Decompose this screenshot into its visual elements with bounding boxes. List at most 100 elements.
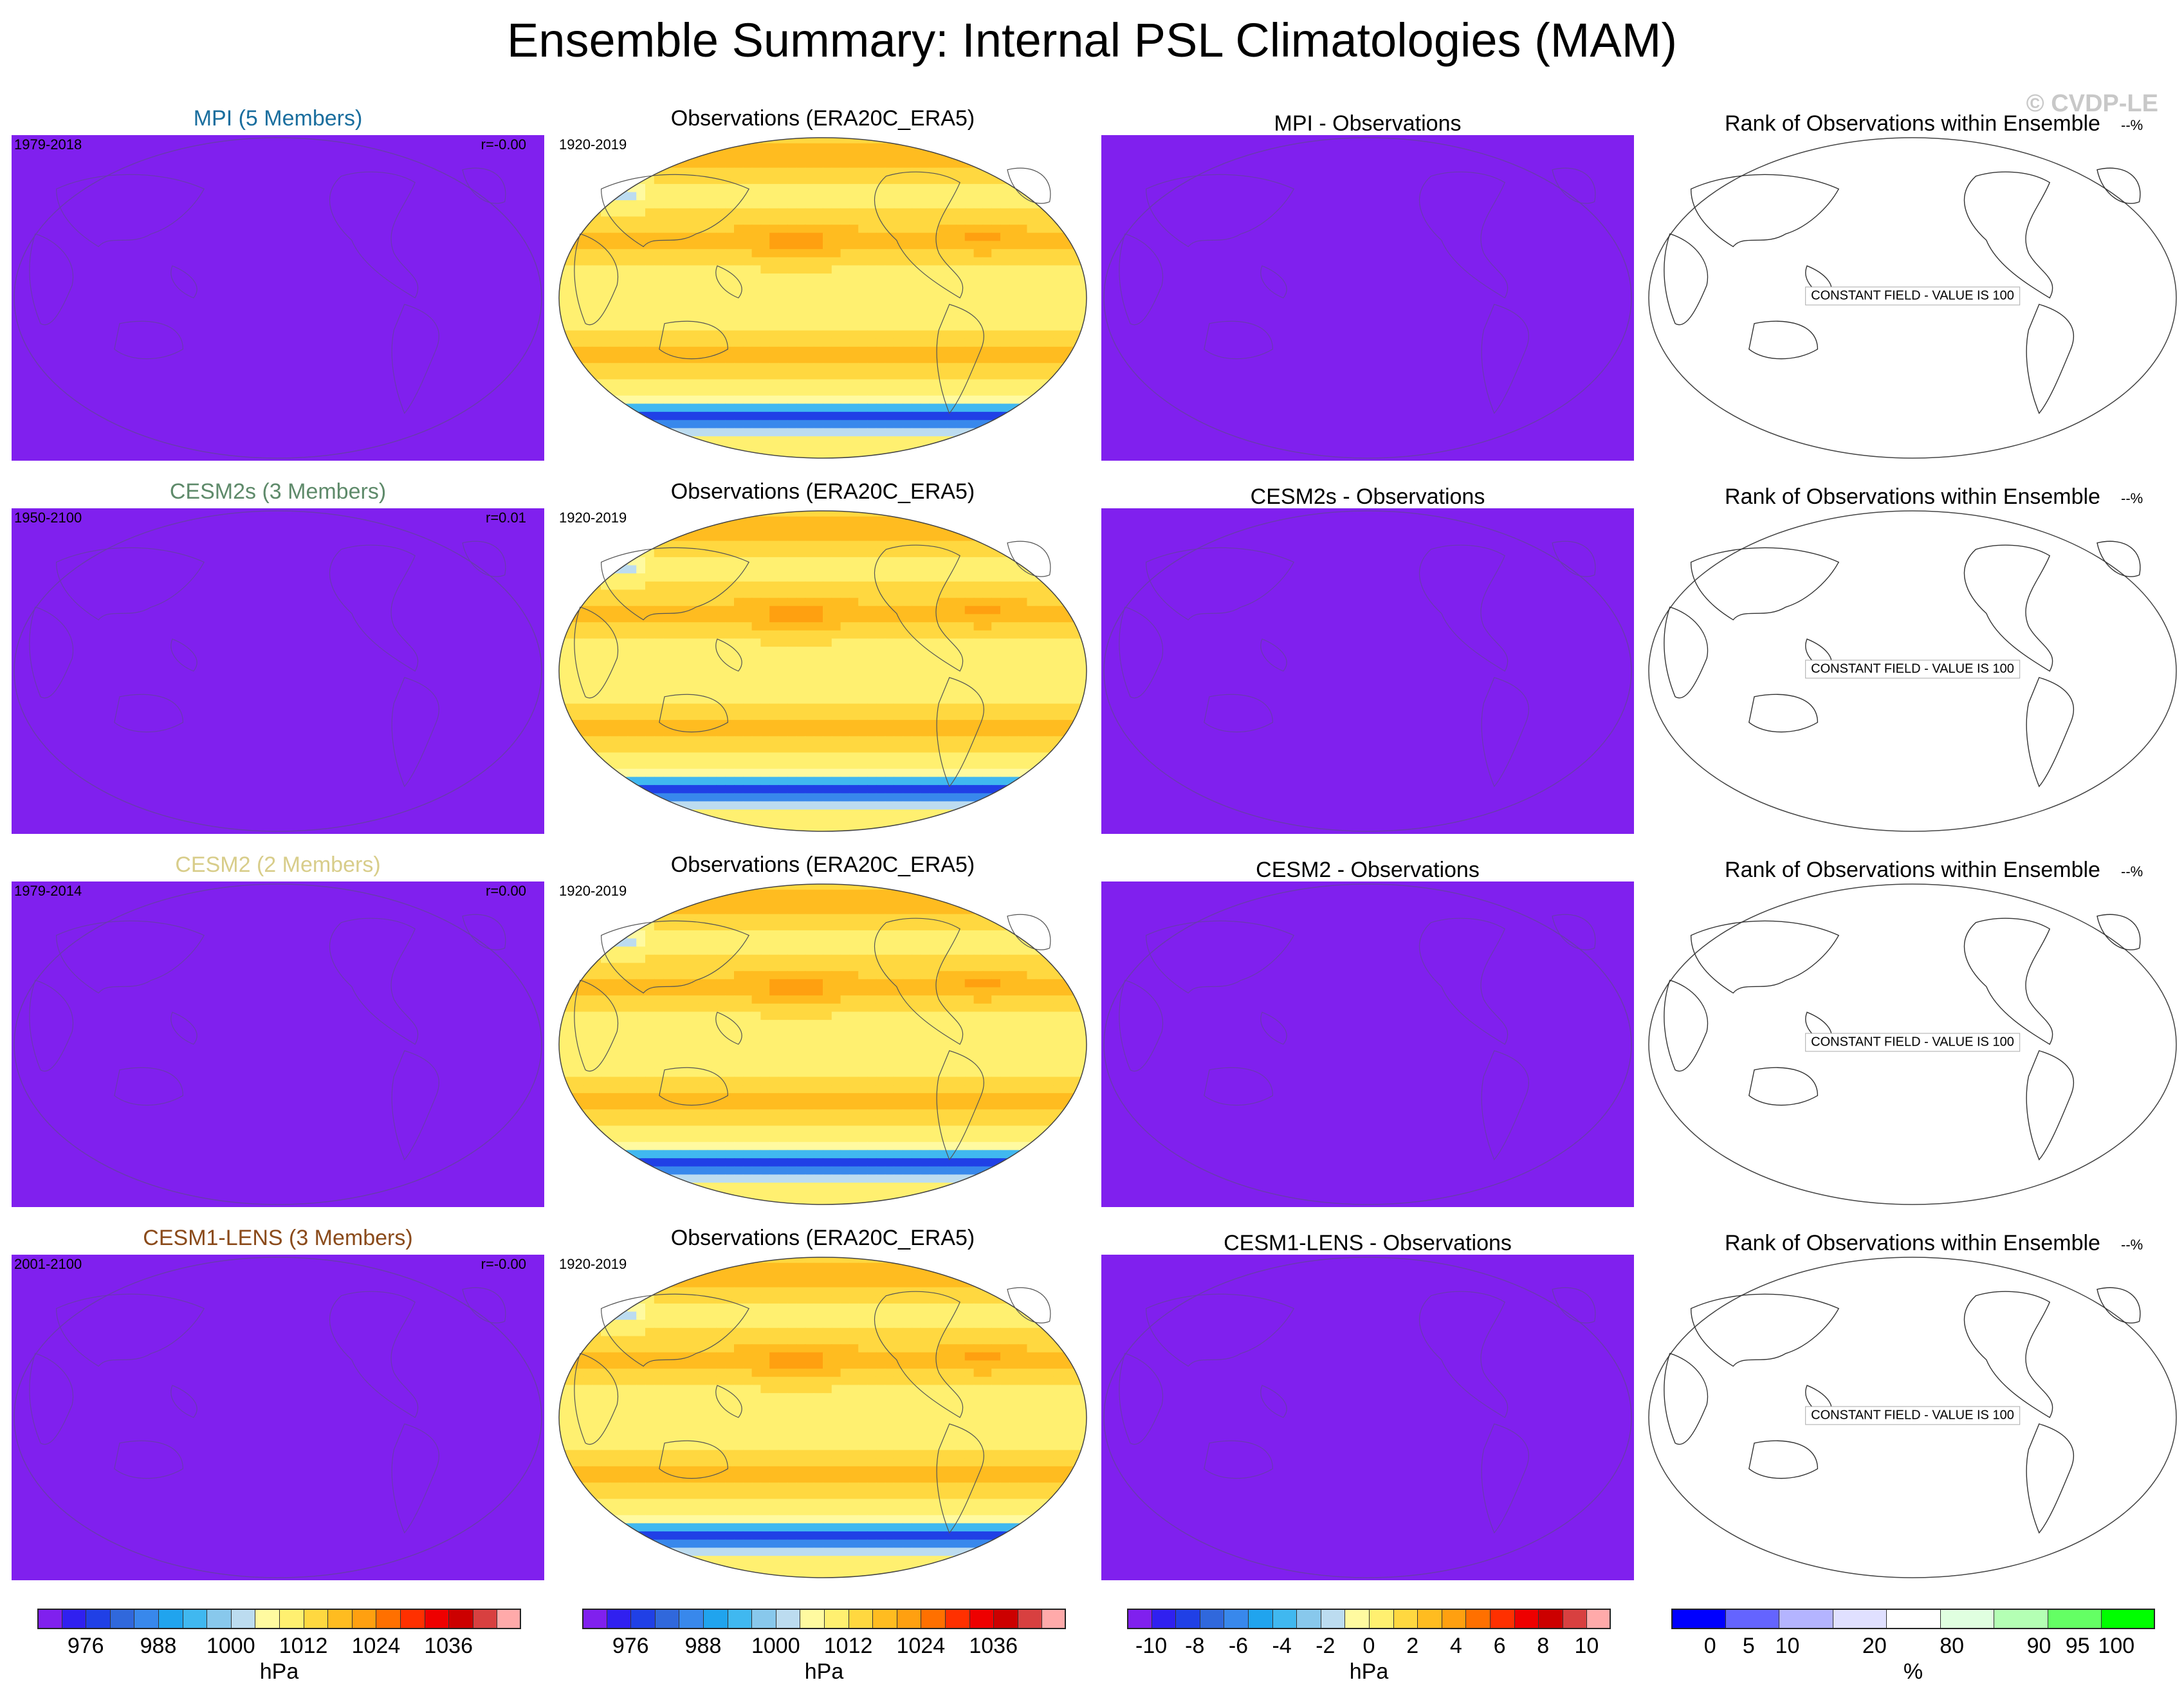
obs-cell (840, 395, 850, 405)
obs-cell (778, 801, 788, 810)
obs-cell (663, 273, 673, 282)
obs-cell (805, 565, 814, 574)
obs-cell (583, 679, 592, 688)
obs-cell (982, 638, 992, 647)
obs-cell (823, 346, 832, 356)
obs-cell (725, 200, 735, 209)
obs-cell (559, 412, 566, 421)
obs-cell (565, 719, 575, 729)
obs-cell (840, 540, 850, 550)
obs-cell (920, 712, 930, 721)
obs-cell (1045, 151, 1054, 160)
obs-cell (778, 671, 788, 680)
obs-cell (796, 793, 806, 802)
obs-cell (894, 330, 903, 340)
obs-cell (778, 363, 788, 372)
obs-cell (1045, 273, 1054, 282)
coastline-4 (659, 694, 729, 733)
obs-cell (601, 208, 610, 217)
obs-cell (681, 403, 690, 412)
obs-cell (867, 703, 877, 713)
obs-cell (814, 444, 823, 454)
obs-cell (618, 306, 629, 315)
obs-cell (1027, 703, 1036, 713)
obs-cell (867, 630, 877, 640)
obs-cell (964, 622, 975, 631)
obs-cell (601, 826, 610, 831)
obs-cell (698, 533, 708, 542)
obs-cell (778, 728, 788, 737)
obs-cell (831, 216, 841, 225)
obs-cell (681, 363, 690, 372)
obs-cell (769, 557, 779, 566)
obs-cell (982, 777, 992, 786)
obs-cell (574, 200, 584, 209)
obs-cell (601, 687, 610, 696)
obs-cell (663, 630, 673, 640)
obs-cell (814, 581, 823, 591)
obs-cell (698, 412, 708, 421)
obs-cell (840, 257, 850, 266)
obs-cell (1000, 761, 1010, 770)
obs-cell (1080, 151, 1087, 160)
obs-cell (823, 647, 832, 656)
obs-cell (672, 817, 681, 827)
obs-cell (583, 436, 592, 445)
obs-cell (964, 540, 975, 550)
obs-cell (609, 614, 619, 623)
map-outline (558, 137, 1087, 459)
obs-cell (849, 638, 859, 647)
obs-cell (574, 306, 584, 315)
obs-cell (805, 290, 814, 299)
coastline-6 (170, 265, 197, 299)
obs-cell (796, 533, 806, 542)
obs-cell (618, 314, 629, 323)
obs-cell (1027, 744, 1036, 753)
obs-cell (1036, 192, 1045, 201)
obs-cell (938, 249, 948, 258)
obs-cell (716, 176, 726, 185)
obs-cell (592, 371, 601, 380)
obs-cell (1036, 581, 1045, 591)
obs-cell (725, 273, 735, 282)
obs-cell (627, 314, 637, 323)
obs-cell (840, 761, 850, 770)
obs-cell (778, 322, 788, 331)
obs-cell (831, 687, 841, 696)
obs-cell (583, 338, 592, 347)
obs-cell (938, 793, 948, 802)
obs-cell (903, 785, 912, 794)
coastline-1 (936, 304, 984, 414)
obs-cell (973, 761, 984, 770)
obs-cell (805, 654, 814, 664)
obs-cell (663, 444, 673, 454)
obs-cell (1045, 192, 1054, 201)
obs-cell (1036, 736, 1045, 745)
obs-cell (938, 167, 948, 177)
obs-cell (681, 647, 690, 656)
obs-cell (929, 167, 939, 177)
obs-cell (601, 412, 610, 421)
obs-cell (742, 338, 753, 347)
obs-cell (920, 736, 930, 745)
obs-cell (1000, 225, 1010, 234)
obs-cell (618, 281, 629, 291)
obs-cell (751, 663, 762, 672)
obs-cell (912, 176, 921, 185)
obs-cell (858, 703, 868, 713)
obs-cell (912, 273, 921, 282)
obs-cell (1027, 622, 1036, 631)
obs-cell (672, 412, 681, 421)
obs-cell (690, 777, 699, 786)
obs-cell (559, 281, 566, 291)
obs-cell (609, 298, 619, 307)
obs-cell (672, 225, 681, 234)
obs-cell (778, 225, 788, 234)
obs-cell (920, 630, 930, 640)
obs-cell (645, 679, 655, 688)
obs-cell (956, 565, 966, 574)
obs-cell (627, 889, 637, 899)
obs-cell (583, 257, 592, 266)
obs-cell (769, 761, 779, 770)
obs-cell (583, 281, 592, 291)
